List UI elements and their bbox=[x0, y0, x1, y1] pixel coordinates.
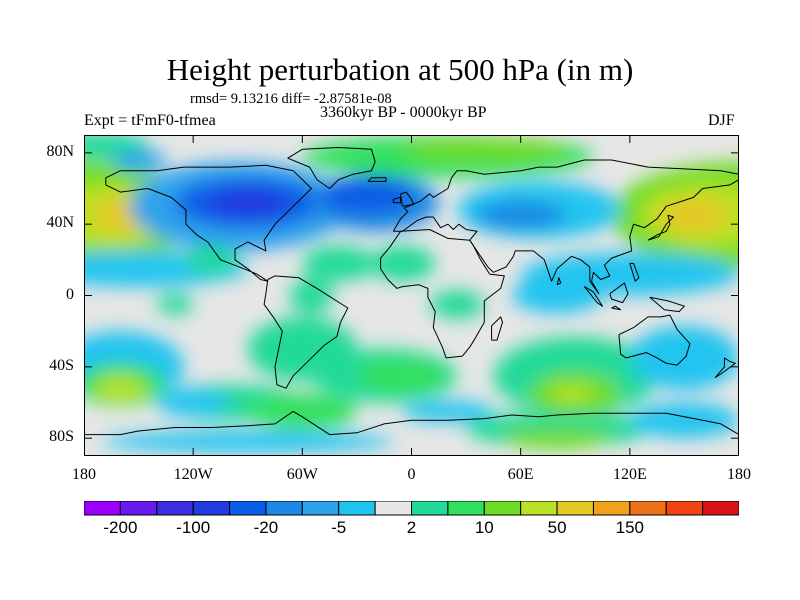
coastline bbox=[583, 286, 603, 307]
colorbar: -200 -100 -20 -5 2 10 50 150 bbox=[84, 501, 739, 537]
contour-region bbox=[207, 188, 288, 218]
y-tick-label: 80N bbox=[46, 142, 74, 160]
contour-region bbox=[247, 393, 357, 430]
coastline bbox=[105, 164, 312, 282]
tick-marks bbox=[84, 135, 739, 456]
colorbar-box bbox=[374, 501, 412, 516]
contour-region bbox=[320, 177, 412, 214]
x-tick-label: 120E bbox=[612, 466, 647, 483]
colorbar-box bbox=[629, 501, 667, 516]
contour-region bbox=[629, 402, 739, 439]
contour-region bbox=[511, 277, 603, 314]
colorbar-box bbox=[556, 501, 594, 516]
colorbar-label: -100 bbox=[176, 518, 210, 537]
contour-region bbox=[475, 201, 567, 230]
coastline bbox=[84, 410, 739, 436]
coastline bbox=[618, 314, 691, 366]
x-tick-label: 60W bbox=[286, 466, 318, 483]
height-perturbation-map bbox=[84, 135, 739, 456]
contour-region bbox=[156, 293, 194, 316]
colorbar-label: 2 bbox=[407, 518, 416, 537]
coastline bbox=[392, 159, 739, 295]
coastline bbox=[287, 147, 376, 189]
contour-region bbox=[111, 149, 166, 171]
coastline-outline bbox=[84, 147, 739, 436]
contour-region bbox=[156, 388, 230, 417]
colorbar-box bbox=[702, 501, 739, 516]
colorbar-box bbox=[411, 501, 449, 516]
coastline bbox=[491, 316, 503, 341]
contour-region bbox=[356, 358, 448, 394]
colorbar-box bbox=[665, 501, 704, 516]
contour-field bbox=[84, 135, 739, 456]
x-tick-label: 180 bbox=[72, 466, 96, 483]
contour-region bbox=[402, 400, 494, 423]
x-tick-label: 0 bbox=[407, 466, 416, 483]
colorbar-box bbox=[520, 501, 558, 516]
contour-region bbox=[502, 427, 612, 449]
experiment-label: Expt = tFmF0-tfmea bbox=[84, 112, 216, 129]
coastline bbox=[647, 214, 674, 241]
contour-region bbox=[302, 245, 376, 282]
coastline bbox=[392, 196, 402, 204]
coastline bbox=[263, 275, 349, 389]
coastline bbox=[714, 357, 736, 378]
colorbar-box bbox=[447, 501, 485, 516]
colorbar-box bbox=[229, 501, 267, 516]
coastline bbox=[609, 282, 629, 304]
colorbar-box bbox=[338, 501, 376, 516]
coastline bbox=[629, 262, 640, 282]
colorbar-label: 150 bbox=[616, 518, 644, 537]
coastline bbox=[400, 191, 414, 207]
season-label: DJF bbox=[708, 112, 735, 129]
y-tick-label: 40N bbox=[46, 214, 74, 232]
x-tick-label: 180 bbox=[727, 466, 751, 483]
colorbar-box bbox=[119, 501, 158, 516]
colorbar-box bbox=[265, 501, 303, 516]
contour-region bbox=[184, 245, 239, 275]
contour-region bbox=[369, 245, 436, 282]
contour-region bbox=[289, 277, 334, 314]
contour-region bbox=[402, 136, 567, 162]
contour-region bbox=[657, 197, 730, 234]
contour-region bbox=[102, 431, 394, 453]
y-tick-label: 0 bbox=[66, 285, 74, 303]
contour-region bbox=[94, 375, 146, 401]
y-tick-label: 40S bbox=[49, 356, 74, 374]
colorbar-box bbox=[84, 501, 121, 516]
colorbar-box bbox=[592, 501, 631, 516]
x-tick-label: 60E bbox=[507, 466, 534, 483]
colorbar-label: -5 bbox=[331, 518, 346, 537]
colorbar-label: 50 bbox=[548, 518, 567, 537]
contour-region bbox=[429, 290, 485, 319]
contour-region bbox=[549, 384, 594, 403]
colorbar-box bbox=[301, 501, 340, 516]
colorbar-label: -200 bbox=[103, 518, 137, 537]
coastline bbox=[367, 177, 387, 182]
coastline bbox=[556, 277, 562, 286]
stats-subtitle: rmsd= 9.13216 diff= -2.87581e-08 bbox=[190, 91, 392, 107]
x-tick-label: 120W bbox=[173, 466, 213, 483]
period-label: 3360kyr BP - 0000kyr BP bbox=[320, 104, 487, 121]
colorbar-box bbox=[156, 501, 194, 516]
plot-title: Height perturbation at 500 hPa (in m) bbox=[166, 52, 634, 87]
y-tick-label: 80S bbox=[49, 428, 74, 446]
colorbar-box bbox=[192, 501, 231, 516]
coastline bbox=[380, 229, 505, 359]
colorbar-label: -20 bbox=[254, 518, 279, 537]
coastline bbox=[611, 305, 622, 311]
colorbar-box bbox=[483, 501, 522, 516]
coastline bbox=[649, 296, 685, 313]
colorbar-label: 10 bbox=[475, 518, 494, 537]
map-frame bbox=[84, 135, 739, 456]
